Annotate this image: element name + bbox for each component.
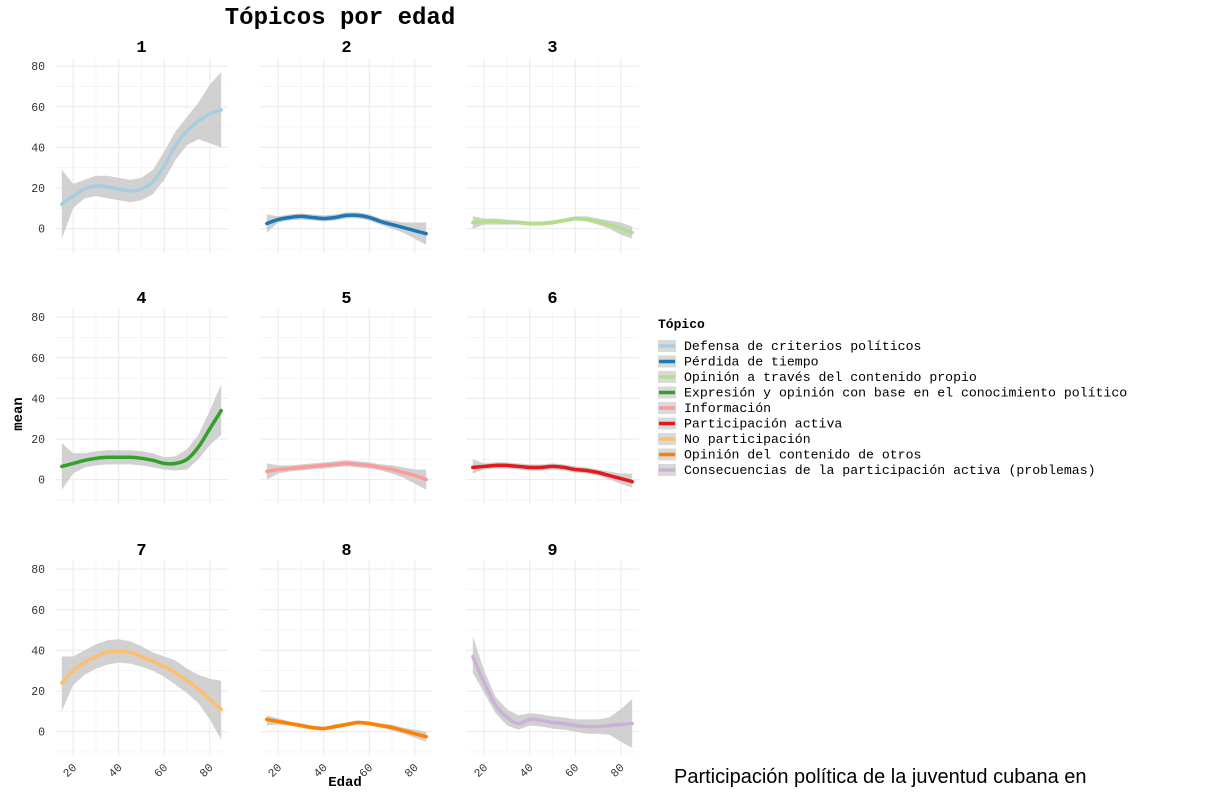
facet-strip-label: 8 [341,542,351,561]
x-tick-label: 60 [152,762,171,781]
facet-panel-6: 6 [466,290,639,504]
y-tick-label: 40 [31,142,45,155]
facet-strip-label: 1 [136,39,146,58]
y-tick-label: 80 [31,564,45,577]
legend: Tópico Defensa de criterios políticosPér… [658,317,1127,478]
legend-label: Información [684,401,771,416]
facet-panel-1: 1 0 20 40 60 80 [31,39,228,253]
y-tick-label: 60 [31,102,45,115]
facet-strip-label: 7 [136,542,146,561]
series-line-7 [60,649,223,712]
legend-label: Opinión a través del contenido propio [684,370,977,385]
gridlines [55,58,228,253]
series-line-5 [265,461,428,482]
y-tick-label: 60 [31,605,45,618]
legend-label: Defensa de criterios políticos [684,339,921,354]
gridlines [260,309,433,504]
legend-item: Expresión y opinión con base en el conoc… [658,386,1127,401]
y-tick-label: 20 [31,434,45,447]
y-tick-label: 0 [38,727,45,740]
gridlines [260,561,433,756]
legend-label: Opinión del contenido de otros [684,448,921,463]
series-line-6 [471,463,634,484]
facet-panel-2: 2 [260,39,433,253]
facet-strip-label: 4 [136,290,146,309]
x-tick-label: 20 [472,762,491,781]
facet-strip-label: 9 [547,542,557,561]
x-tick-label: 20 [61,762,80,781]
x-axis-label: Edad [328,775,362,791]
confidence-band [266,212,427,245]
facet-panel-7: 7 0 20 40 60 80 20 40 60 80 [31,542,228,781]
gridlines [55,309,228,504]
facet-panel-9: 9 20 40 60 80 [466,542,639,781]
x-tick-label: 20 [266,762,285,781]
legend-item: No participación [658,432,811,447]
facet-panel-3: 3 [466,39,639,253]
series-line-3 [471,216,634,235]
y-tick-label: 40 [31,645,45,658]
x-tick-label: 60 [563,762,582,781]
confidence-band [61,639,222,740]
y-tick-label: 20 [31,686,45,699]
x-tick-label: 80 [609,762,628,781]
legend-label: Expresión y opinión con base en el conoc… [684,386,1127,401]
legend-item: Participación activa [658,417,842,432]
facet-strip-label: 5 [341,290,351,309]
legend-label: Participación activa [684,417,842,432]
legend-label: Consecuencias de la participación activa… [684,463,1096,478]
x-tick-label: 40 [518,762,537,781]
y-tick-label: 40 [31,393,45,406]
legend-item: Información [658,401,771,416]
legend-label: Pérdida de tiempo [684,355,819,370]
facet-strip-label: 3 [547,39,557,58]
series-line-2 [265,213,428,236]
y-tick-label: 80 [31,61,45,74]
legend-item: Consecuencias de la participación activa… [658,463,1096,478]
legend-item: Defensa de criterios políticos [658,339,921,354]
gridlines [466,58,639,253]
legend-item: Opinión a través del contenido propio [658,370,977,385]
y-tick-label: 0 [38,475,45,488]
gridlines [260,58,433,253]
y-tick-label: 20 [31,183,45,196]
y-axis-label: mean [11,397,27,431]
legend-item: Pérdida de tiempo [658,355,819,370]
series-line-4 [60,408,223,469]
y-tick-label: 60 [31,353,45,366]
series-line-8 [265,717,428,739]
series-line-9 [471,654,634,729]
page-caption: Participación política de la juventud cu… [674,766,1087,788]
series-line-1 [60,108,223,207]
chart-title: Tópicos por edad [225,5,455,32]
facet-panel-5: 5 [260,290,433,504]
legend-item: Opinión del contenido de otros [658,448,921,463]
legend-label: No participación [684,432,811,447]
x-tick-label: 80 [198,762,217,781]
facet-strip-label: 2 [341,39,351,58]
y-tick-label: 0 [38,224,45,237]
legend-title: Tópico [658,317,705,332]
facet-panel-8: 820 40 60 80 [260,542,433,781]
x-tick-label: 80 [403,762,422,781]
x-tick-label: 40 [107,762,126,781]
facet-strip-label: 6 [547,290,557,309]
y-tick-label: 80 [31,312,45,325]
